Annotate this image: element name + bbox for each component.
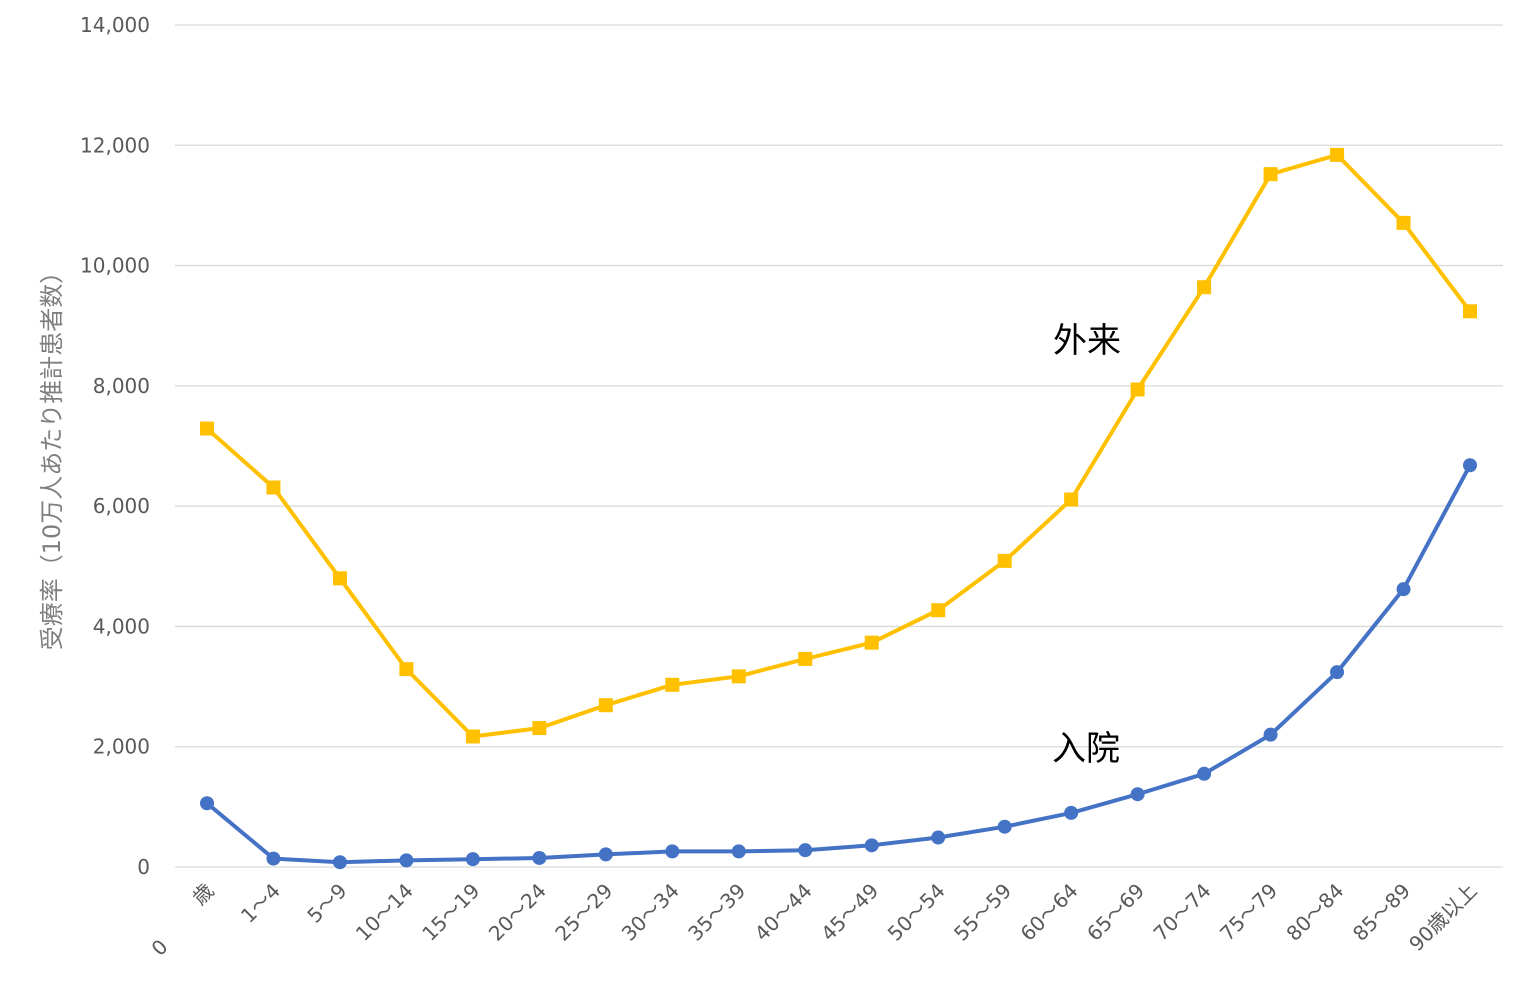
data-point	[1396, 215, 1411, 230]
x-tick-label: 5～9	[302, 879, 351, 928]
data-point	[997, 819, 1012, 834]
x-tick-label: 30～34	[617, 879, 684, 946]
data-point	[465, 852, 480, 867]
data-point	[1330, 665, 1345, 680]
data-point	[798, 651, 813, 666]
data-point	[731, 844, 746, 859]
data-point	[1263, 727, 1278, 742]
data-point	[997, 553, 1012, 568]
data-point	[399, 853, 414, 868]
data-point	[1463, 458, 1477, 473]
x-tick-label: 20～24	[484, 879, 551, 946]
data-point	[1064, 492, 1079, 507]
series-inpatient	[200, 458, 1477, 870]
data-point	[1463, 304, 1477, 319]
data-point	[1130, 382, 1145, 397]
data-point	[532, 850, 547, 865]
gridlines	[175, 24, 1503, 868]
data-point	[665, 677, 680, 692]
series-line	[205, 463, 1472, 865]
series	[200, 147, 1477, 870]
data-point	[931, 830, 946, 845]
data-point	[200, 796, 214, 811]
data-point	[1130, 787, 1145, 802]
data-point	[200, 421, 214, 436]
data-point	[1263, 167, 1278, 182]
x-tick-label: 25～29	[550, 879, 617, 946]
x-tick-label: 45～49	[816, 879, 883, 946]
data-point	[864, 838, 879, 853]
data-point	[1197, 766, 1212, 781]
data-point	[332, 855, 347, 870]
x-tick-label: 60～64	[1016, 879, 1083, 946]
x-tick-label: 80～84	[1281, 879, 1348, 946]
y-tick-label: 2,000	[93, 735, 150, 759]
data-point	[399, 662, 414, 677]
data-point	[598, 698, 613, 713]
data-point	[731, 669, 746, 684]
data-point	[1330, 147, 1345, 162]
data-point	[798, 843, 813, 858]
x-tick-label: 15～19	[417, 879, 484, 946]
data-point	[931, 603, 946, 618]
y-tick-label: 8,000	[93, 374, 150, 398]
x-tick-label: 35～39	[683, 879, 750, 946]
y-tick-label: 4,000	[93, 614, 150, 638]
data-point	[1197, 280, 1212, 295]
series-label-outpatient: 外来	[1053, 321, 1121, 361]
data-point	[332, 571, 347, 586]
y-axis-label: 受療率（10万人あたり推計患者数）	[38, 260, 66, 651]
data-point	[532, 721, 547, 736]
x-tick-label: 歳	[187, 879, 218, 910]
data-point	[1064, 805, 1079, 820]
series-line	[205, 152, 1472, 739]
x-tick-label: 90歳以上	[1404, 879, 1481, 956]
x-tick-label: 65～69	[1082, 879, 1149, 946]
x-axis-ticks: 歳0 1～4 5～9 10～14 15～19 20～24 25～29 30～34 35～39 40…	[147, 879, 1482, 961]
series-label-inpatient: 入院	[1052, 729, 1120, 769]
y-tick-label: 10,000	[80, 254, 150, 278]
data-point	[1396, 582, 1411, 597]
x-tick-label: 85～89	[1348, 879, 1415, 946]
y-tick-label: 12,000	[80, 133, 150, 157]
data-point	[864, 635, 879, 650]
data-point	[266, 480, 281, 495]
x-tick-label: 10～14	[351, 879, 418, 946]
x-tick-label: 75～79	[1215, 879, 1282, 946]
data-point	[598, 847, 613, 862]
x-tick-label: 50～54	[883, 879, 950, 946]
x-tick-label: 40～44	[750, 879, 817, 946]
x-tick-label: 70～74	[1149, 879, 1216, 946]
data-point	[465, 729, 480, 744]
data-point	[266, 851, 281, 866]
data-point	[665, 844, 680, 859]
x-tick-label: 55～59	[949, 879, 1016, 946]
y-tick-label: 14,000	[80, 13, 150, 37]
y-tick-label: 6,000	[93, 494, 150, 518]
x-tick-label: 0	[147, 935, 173, 961]
y-axis-ticks: 0 2,000 4,000 6,000 8,000 10,000 12,000 14,000	[80, 13, 150, 879]
x-tick-label: 1～4	[236, 879, 285, 928]
y-tick-label: 0	[137, 855, 150, 879]
series-outpatient	[200, 147, 1477, 744]
